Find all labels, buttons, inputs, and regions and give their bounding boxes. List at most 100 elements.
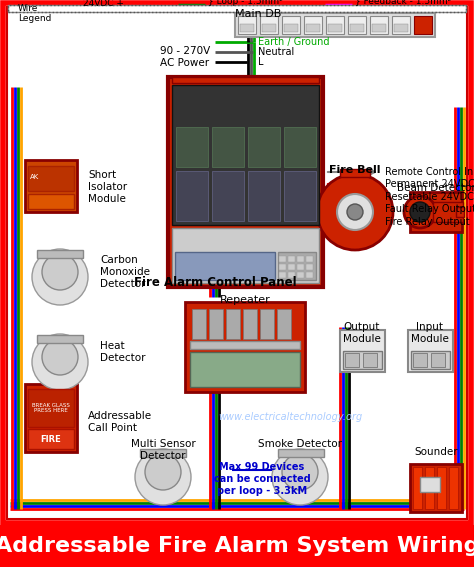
Circle shape — [317, 174, 393, 250]
Text: 90 - 270V
AC Power: 90 - 270V AC Power — [160, 46, 210, 68]
Circle shape — [42, 254, 78, 290]
Bar — [192, 309, 206, 339]
Bar — [288, 256, 295, 262]
Bar — [190, 341, 300, 349]
Bar — [212, 171, 244, 221]
Text: BREAK GLASS
PRESS HERE: BREAK GLASS PRESS HERE — [32, 403, 70, 413]
Circle shape — [145, 454, 181, 490]
Text: Multi Sensor
Detector: Multi Sensor Detector — [131, 439, 195, 460]
Text: Permanent 24VDC Output: Permanent 24VDC Output — [385, 179, 474, 189]
Bar — [140, 449, 186, 457]
Bar — [278, 252, 316, 280]
Text: L: L — [258, 57, 264, 67]
Bar — [408, 330, 453, 372]
Bar — [410, 464, 462, 512]
Bar — [437, 467, 446, 509]
Text: Smoke Detector: Smoke Detector — [258, 439, 342, 449]
Bar — [420, 477, 440, 492]
Text: 24VDC +: 24VDC + — [83, 0, 124, 9]
Bar — [431, 353, 445, 367]
Text: Remote Control Input: Remote Control Input — [385, 167, 474, 177]
Bar — [343, 351, 382, 369]
Bar — [235, 13, 435, 37]
Bar — [25, 384, 77, 452]
Text: Wire
Legend: Wire Legend — [18, 4, 51, 23]
Bar — [413, 467, 422, 509]
Bar — [425, 467, 434, 509]
Bar — [0, 525, 474, 567]
Bar — [28, 194, 74, 209]
Bar — [279, 264, 286, 270]
Bar — [209, 309, 223, 339]
Bar — [248, 171, 280, 221]
Text: Max 99 Devices
can be connected
per loop - 3.3kM: Max 99 Devices can be connected per loop… — [214, 463, 310, 496]
Circle shape — [272, 449, 328, 505]
Circle shape — [32, 334, 88, 390]
Bar — [392, 16, 410, 34]
Bar — [168, 77, 323, 287]
Bar — [394, 24, 408, 32]
Bar — [370, 16, 388, 34]
Bar — [288, 264, 295, 270]
Bar — [306, 264, 313, 270]
Bar — [297, 264, 304, 270]
Text: Neutral: Neutral — [258, 47, 294, 57]
Bar — [363, 353, 377, 367]
Text: Addressable Fire Alarm System Wiring: Addressable Fire Alarm System Wiring — [0, 536, 474, 556]
Text: } Feedback - 1.5mm²: } Feedback - 1.5mm² — [355, 0, 451, 6]
Bar — [282, 16, 300, 34]
Text: www.electricaltechnology.org: www.electricaltechnology.org — [218, 412, 362, 422]
Bar — [449, 467, 458, 509]
Circle shape — [135, 449, 191, 505]
Bar — [176, 171, 208, 221]
Circle shape — [337, 194, 373, 230]
Bar — [226, 309, 240, 339]
Text: FIRE: FIRE — [41, 434, 61, 443]
Bar — [297, 272, 304, 278]
Bar — [172, 228, 319, 283]
Text: Fire Bell: Fire Bell — [329, 165, 381, 175]
Bar — [413, 353, 427, 367]
Bar — [37, 250, 83, 258]
Text: Carbon
Monoxide
Detector: Carbon Monoxide Detector — [100, 255, 150, 289]
Bar — [340, 330, 385, 372]
Bar — [262, 24, 276, 32]
Bar — [345, 353, 359, 367]
Text: Heat
Detector: Heat Detector — [100, 341, 146, 363]
Text: Fire Alarm Control Panel: Fire Alarm Control Panel — [134, 276, 296, 289]
Bar — [306, 24, 320, 32]
Text: Addressable
Call Point: Addressable Call Point — [88, 411, 152, 433]
Bar — [37, 335, 83, 343]
Bar — [306, 272, 313, 278]
Bar — [25, 160, 77, 212]
Bar — [28, 166, 74, 191]
Text: Resettable 24VDC Output: Resettable 24VDC Output — [385, 192, 474, 202]
Bar — [306, 256, 313, 262]
Bar — [260, 16, 278, 34]
Bar — [288, 272, 295, 278]
Bar — [212, 127, 244, 167]
Circle shape — [410, 202, 430, 222]
Bar — [284, 127, 316, 167]
Circle shape — [347, 204, 363, 220]
Circle shape — [282, 454, 318, 490]
Circle shape — [32, 249, 88, 305]
Bar — [456, 207, 464, 217]
Bar — [172, 85, 319, 225]
Text: Fire Relay Output: Fire Relay Output — [385, 217, 470, 227]
Bar — [172, 77, 319, 83]
Bar — [340, 169, 370, 177]
Text: Main DB: Main DB — [235, 9, 282, 19]
Bar — [279, 256, 286, 262]
Circle shape — [404, 196, 436, 228]
Bar — [185, 302, 305, 392]
Bar — [190, 352, 300, 387]
Bar — [433, 202, 463, 222]
Text: Input
Module: Input Module — [411, 322, 449, 344]
Bar — [243, 309, 257, 339]
Text: Sounder: Sounder — [414, 447, 458, 457]
Bar — [414, 16, 432, 34]
Text: Earth / Ground: Earth / Ground — [258, 37, 329, 47]
Circle shape — [42, 339, 78, 375]
Bar — [28, 429, 74, 449]
